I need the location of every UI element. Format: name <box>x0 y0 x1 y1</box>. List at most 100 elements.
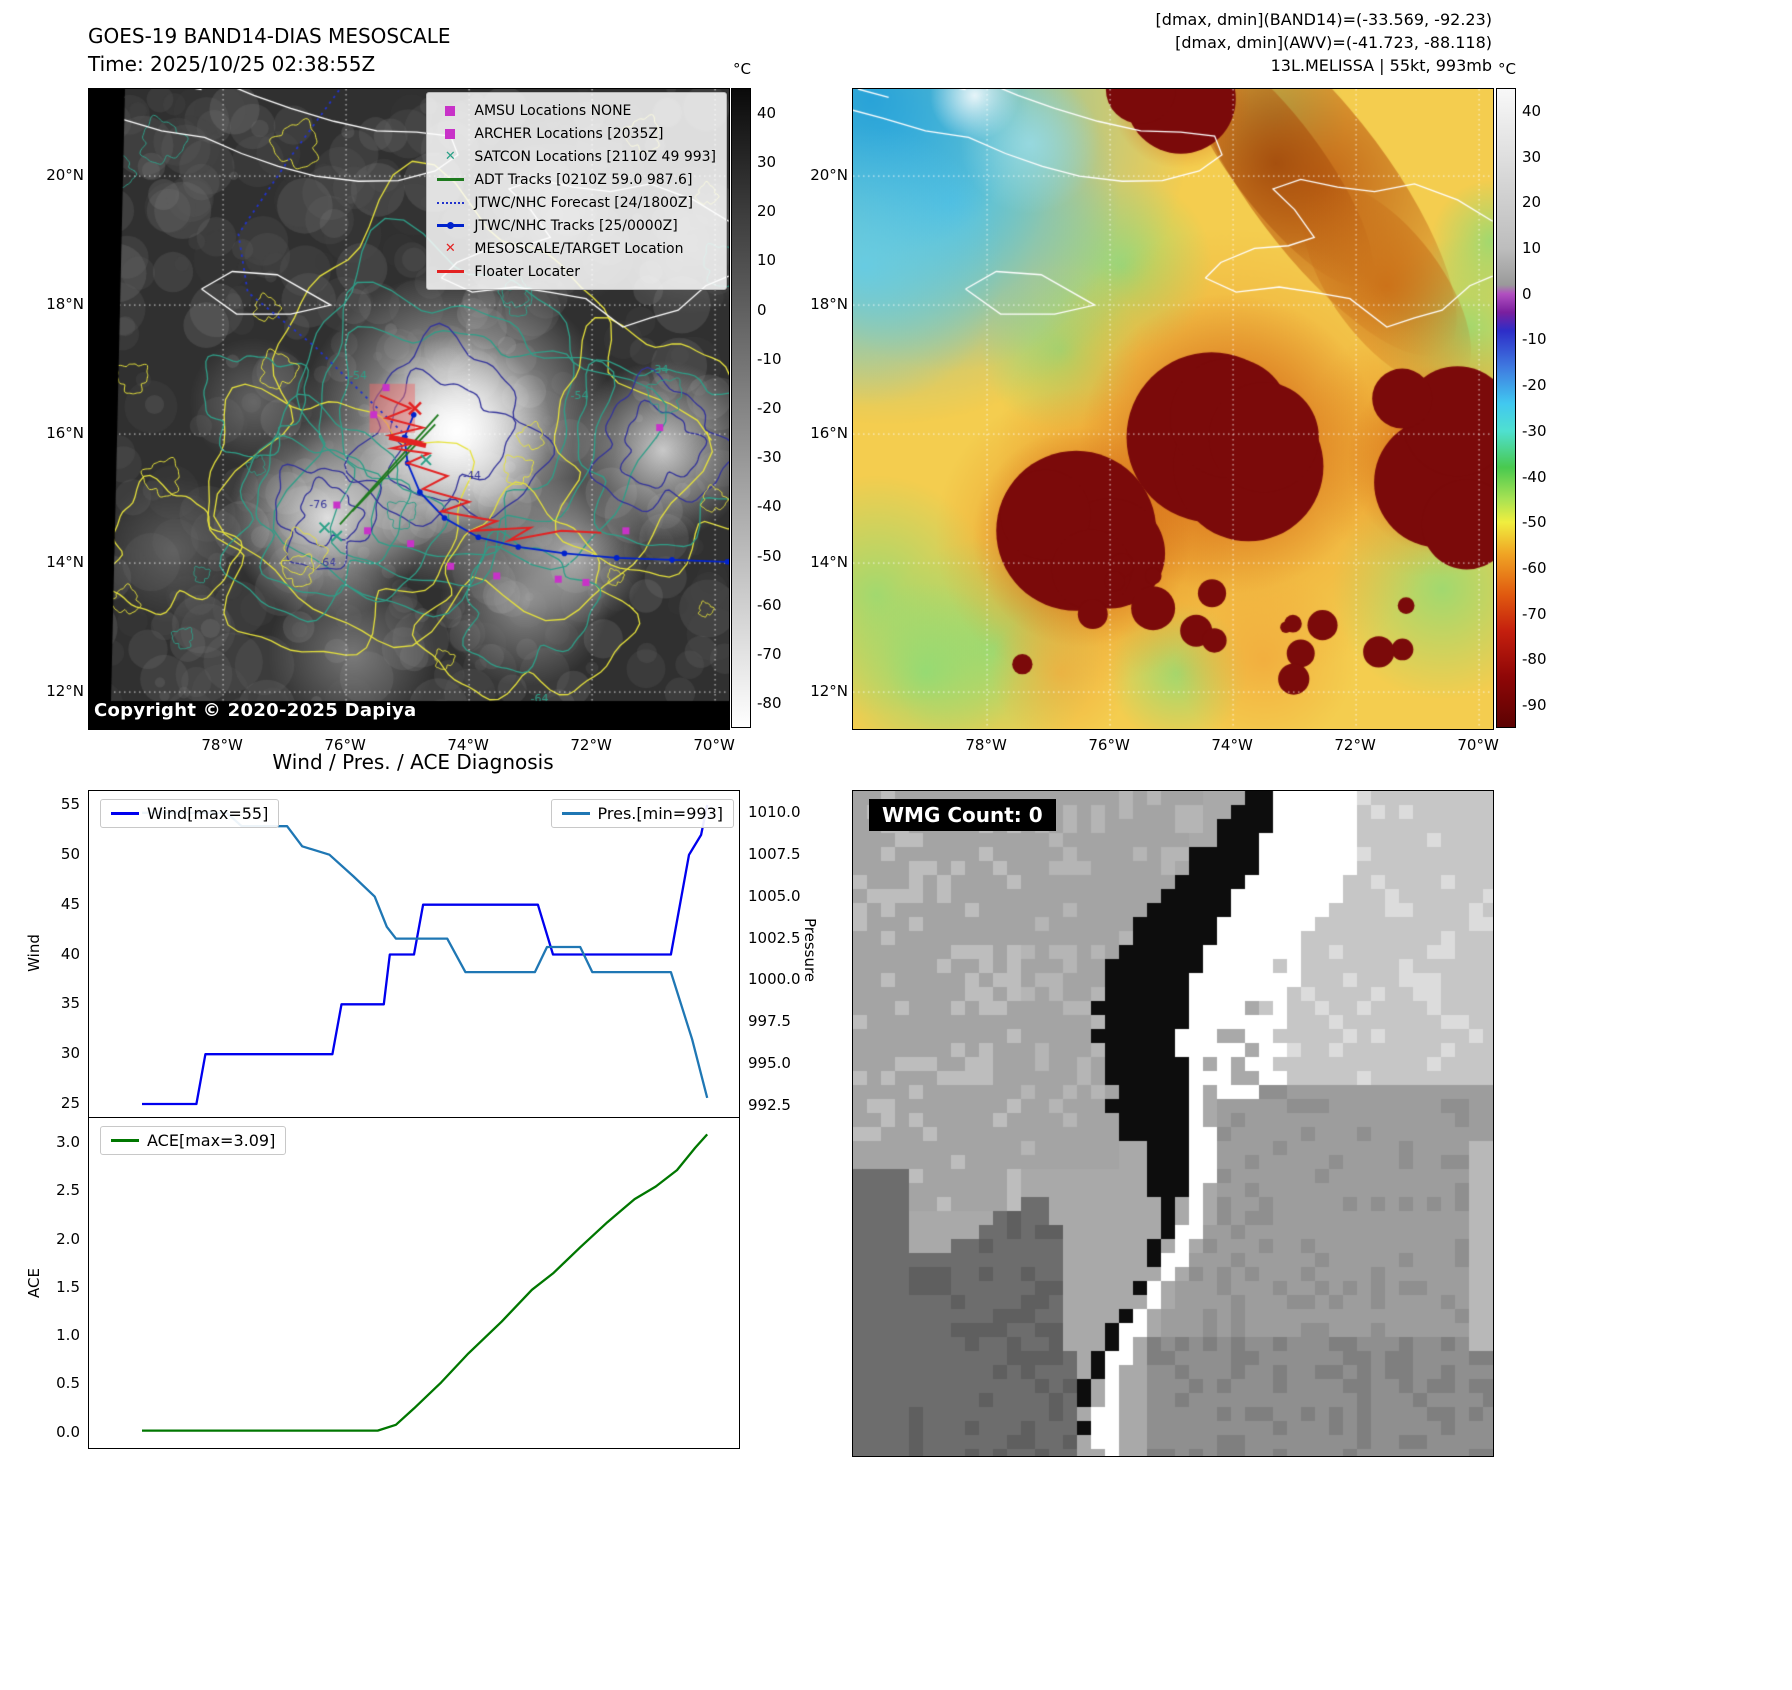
pressure-y-tick: 1007.5 <box>748 844 801 863</box>
band14-lat-tick: 12°N <box>46 682 84 701</box>
awv-colorbar-tick: 10 <box>1522 239 1542 257</box>
awv-colorbar-tick: -90 <box>1522 696 1547 715</box>
storm-id-intensity: 13L.MELISSA | 55kt, 993mb <box>1270 56 1492 75</box>
band14-colorbar-tick: 0 <box>757 300 767 319</box>
band14-lat-tick: 18°N <box>46 295 84 314</box>
ace-legend-label: ACE[max=3.09] <box>147 1131 276 1150</box>
dmax-dmin-awv: [dmax, dmin](AWV)=(-41.723, -88.118) <box>1175 33 1492 52</box>
band14-colorbar-tick: -30 <box>757 448 782 467</box>
band14-title-block: GOES-19 BAND14-DIAS MESOSCALE Time: 2025… <box>88 22 451 78</box>
awv-lat-tick: 18°N <box>810 295 848 314</box>
awv-lon-tick: 78°W <box>965 736 1007 754</box>
band14-colorbar-unit: °C <box>733 60 751 78</box>
wind-y-tick: 50 <box>60 844 80 863</box>
ace-line-swatch <box>111 1139 139 1142</box>
awv-colorbar-tick: -10 <box>1522 330 1547 349</box>
awv-satellite-map <box>852 88 1494 730</box>
band14-colorbar-tick: -60 <box>757 595 782 614</box>
square-marker-icon <box>433 105 467 116</box>
x-marker-icon: ✕ <box>444 149 456 164</box>
line-dot-marker-icon <box>433 222 467 229</box>
wind-legend: Wind[max=55] <box>100 799 280 828</box>
ace-y-tick: 0.0 <box>56 1422 80 1441</box>
wind-y-tick: 25 <box>60 1094 80 1113</box>
ace-y-tick: 1.5 <box>56 1277 80 1296</box>
band14-colorbar-tick: 20 <box>757 202 777 221</box>
band14-colorbar-tick: -20 <box>757 399 782 417</box>
awv-colorbar-tick: -60 <box>1522 559 1547 577</box>
legend-item: ✕ SATCON Locations [2110Z 49 993] <box>433 145 716 168</box>
wind-y-tick: 30 <box>60 1044 80 1063</box>
pressure-y-tick: 992.5 <box>748 1096 791 1115</box>
awv-colorbar-unit: °C <box>1498 60 1516 78</box>
legend-item: JTWC/NHC Tracks [25/0000Z] <box>433 214 716 237</box>
pressure-line-swatch <box>561 812 590 815</box>
band14-colorbar-tick: -50 <box>757 546 782 565</box>
awv-colorbar-tick: -50 <box>1522 513 1547 532</box>
pressure-y-tick: 997.5 <box>748 1012 791 1031</box>
pressure-legend-label: Pres.[min=993] <box>597 804 723 823</box>
x-marker-icon: ✕ <box>444 241 456 256</box>
pressure-y-tick: 1010.0 <box>748 802 801 821</box>
copyright-text: Copyright © 2020-2025 Dapiya <box>94 700 417 721</box>
awv-lat-tick: 16°N <box>810 424 848 443</box>
wmg-count-label: WMG Count: 0 <box>869 799 1056 831</box>
awv-colorbar-tick: -30 <box>1522 421 1547 440</box>
awv-colorbar-tick: 0 <box>1522 284 1532 303</box>
band14-lon-tick: 78°W <box>201 736 243 754</box>
band14-colorbar-tick: 30 <box>757 152 777 171</box>
wind-line-swatch <box>111 812 139 815</box>
awv-lon-tick: 74°W <box>1211 736 1253 754</box>
band14-lat-tick: 14°N <box>46 553 84 572</box>
ace-y-tick: 2.5 <box>56 1181 80 1200</box>
legend-item: AMSU Locations NONE <box>433 99 716 122</box>
awv-lon-tick: 70°W <box>1457 736 1499 754</box>
pressure-y-tick: 1002.5 <box>748 928 801 947</box>
band14-lat-tick: 20°N <box>46 166 84 185</box>
dmax-dmin-band14: [dmax, dmin](BAND14)=(-33.569, -92.23) <box>1155 10 1492 29</box>
band14-colorbar-tick: 10 <box>757 251 777 270</box>
band14-title: GOES-19 BAND14-DIAS MESOSCALE <box>88 24 451 48</box>
wind-legend-label: Wind[max=55] <box>147 804 269 823</box>
band14-colorbar-tick: -40 <box>757 497 782 516</box>
wind-axis-label: Wind <box>25 934 43 972</box>
legend-label: Floater Locater <box>474 263 581 280</box>
legend-label: ARCHER Locations [2035Z] <box>474 125 664 142</box>
legend-label: ADT Tracks [0210Z 59.0 987.6] <box>474 171 693 188</box>
band14-colorbar <box>731 88 751 728</box>
line-marker-icon <box>433 270 467 273</box>
wind-y-tick: 45 <box>60 894 80 913</box>
awv-header-block: [dmax, dmin](BAND14)=(-33.569, -92.23) [… <box>1156 8 1492 77</box>
legend-label: JTWC/NHC Tracks [25/0000Z] <box>474 217 678 234</box>
awv-lat-tick: 20°N <box>810 166 848 185</box>
awv-colorbar-tick: -70 <box>1522 604 1547 623</box>
ACE[max=3.09]-line <box>142 1133 709 1432</box>
legend-item: ✕ MESOSCALE/TARGET Location <box>433 237 716 260</box>
Pres.[min=993]-line <box>142 811 709 1099</box>
band14-colorbar-tick: -70 <box>757 645 782 664</box>
ace-y-tick: 3.0 <box>56 1133 80 1152</box>
legend-label: JTWC/NHC Forecast [24/1800Z] <box>474 194 693 211</box>
ace-chart <box>88 1117 740 1449</box>
pressure-y-tick: 995.0 <box>748 1054 791 1073</box>
square-marker-icon <box>433 128 467 139</box>
legend-item: JTWC/NHC Forecast [24/1800Z] <box>433 191 716 214</box>
awv-colorbar <box>1496 88 1516 728</box>
awv-lon-tick: 76°W <box>1088 736 1130 754</box>
band14-colorbar-tick: -80 <box>757 694 782 713</box>
wind-y-tick: 40 <box>60 944 80 963</box>
ace-y-tick: 2.0 <box>56 1229 80 1248</box>
awv-colorbar-tick: -20 <box>1522 376 1547 395</box>
awv-colorbar-tick: 20 <box>1522 193 1542 212</box>
band14-lon-tick: 76°W <box>324 736 366 754</box>
wind-y-tick: 55 <box>60 794 80 813</box>
legend-item: ARCHER Locations [2035Z] <box>433 122 716 145</box>
awv-colorbar-tick: 40 <box>1522 101 1542 120</box>
ace-axis-label: ACE <box>25 1268 43 1298</box>
pressure-legend: Pres.[min=993] <box>550 799 734 828</box>
band14-lon-tick: 70°W <box>693 736 735 754</box>
awv-lat-tick: 14°N <box>810 553 848 572</box>
band14-colorbar-tick: 40 <box>757 103 777 122</box>
legend-label: AMSU Locations NONE <box>474 102 632 119</box>
pressure-axis-label: Pressure <box>801 917 819 983</box>
